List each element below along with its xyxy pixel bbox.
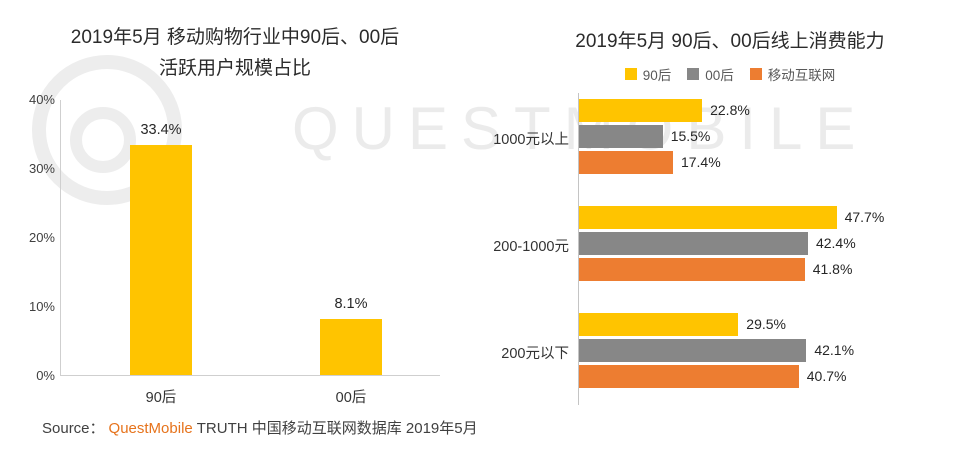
right-chart-title: 2019年5月 90后、00后线上消费能力 — [575, 31, 885, 52]
right-bar-chart-plot: 22.8% 15.5% 17.4% 1000元以上 47.7% 42.4% 41.8% 200… — [493, 93, 940, 405]
bar-value-label: 29.5% — [746, 316, 786, 332]
legend-swatch-icon — [687, 68, 700, 80]
source-brand: QuestMobile — [108, 420, 193, 437]
legend-item-90后: 90后 — [624, 64, 672, 84]
bar-1000元以上-90后 — [579, 99, 703, 122]
bar-value-label: 41.8% — [812, 261, 853, 277]
bar-value-label: 15.5% — [670, 128, 711, 144]
left-chart-title-line2: 活跃用户规模占比 — [158, 58, 311, 79]
bar-1000元以上-移动互联网 — [579, 151, 673, 174]
bar-value-label: 22.8% — [710, 102, 750, 118]
bar-90后 — [130, 144, 192, 375]
source-line: Source： QuestMobile TRUTH 中国移动互联网数据库 2019年… — [42, 417, 482, 438]
bar-200元以下-90后 — [579, 313, 739, 336]
category-label: 1000元以上 — [493, 132, 569, 148]
bar-value-label: 33.4% — [140, 121, 182, 138]
left-chart-title-line1: 2019年5月 移动购物行业中90后、00后 — [70, 27, 400, 48]
y-axis-tick-label: 10% — [28, 299, 55, 314]
y-axis-tick-label: 0% — [36, 368, 55, 383]
x-axis-category-label: 00后 — [335, 390, 367, 406]
left-chart-title: 2019年5月 移动购物行业中90后、00后 活跃用户规模占比 — [20, 22, 450, 84]
legend-label: 00后 — [705, 68, 734, 83]
left-bar-chart-plot: 0% 10% 20% 30% 40% 33.4% 90后 8.1% 00后 — [29, 92, 440, 406]
category-label: 200元以下 — [501, 346, 569, 362]
bar-200-1000元-90后 — [579, 206, 837, 229]
bar-value-label: 42.4% — [815, 235, 856, 251]
y-axis-tick-label: 40% — [28, 92, 55, 107]
bar-00后 — [320, 319, 382, 375]
y-axis-tick-label: 20% — [28, 230, 55, 245]
right-chart-legend: 90后 00后 移动互联网 — [520, 64, 940, 84]
source-label: Source： — [42, 420, 105, 437]
bar-value-label: 47.7% — [844, 209, 885, 225]
bar-value-label: 8.1% — [334, 296, 368, 313]
bar-value-label: 42.1% — [814, 342, 855, 358]
bar-200-1000元-00后 — [579, 232, 808, 255]
legend-swatch-icon — [749, 68, 762, 80]
legend-item-00后: 00后 — [687, 64, 734, 84]
bar-200元以下-移动互联网 — [579, 365, 799, 388]
source-suffix: TRUTH 中国移动互联网数据库 2019年5月 — [196, 420, 478, 437]
bar-value-label: 40.7% — [806, 368, 847, 384]
legend-label: 移动互联网 — [767, 68, 836, 83]
bar-1000元以上-00后 — [579, 125, 663, 148]
legend-swatch-icon — [624, 68, 637, 80]
bar-200-1000元-移动互联网 — [579, 258, 805, 281]
legend-label: 90后 — [642, 68, 672, 83]
bar-value-label: 17.4% — [680, 154, 721, 170]
legend-item-移动互联网: 移动互联网 — [749, 64, 836, 84]
bar-200元以下-00后 — [579, 339, 807, 362]
x-axis-category-label: 90后 — [145, 390, 177, 406]
category-label: 200-1000元 — [493, 239, 569, 255]
y-axis-tick-label: 30% — [28, 161, 55, 176]
